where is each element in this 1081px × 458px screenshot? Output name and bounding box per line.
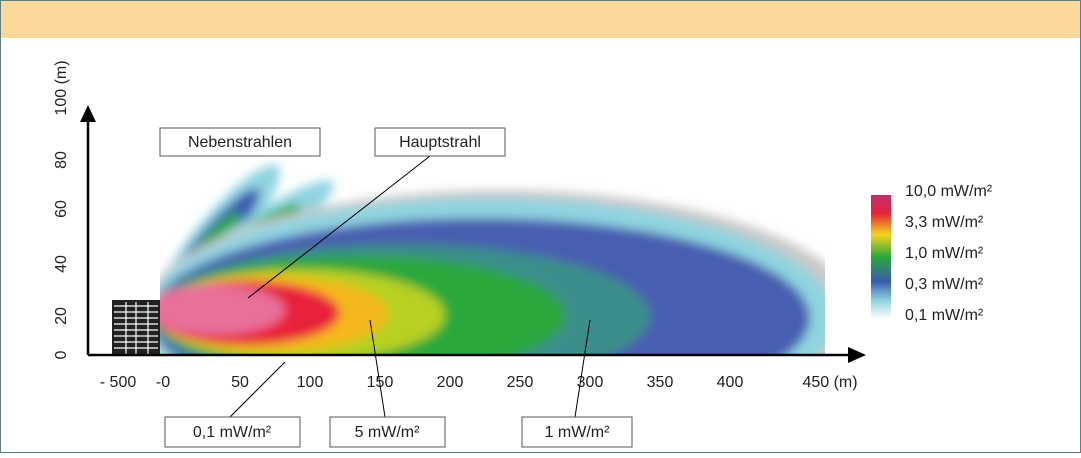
y-tick-label: 100 (m) [53,60,70,115]
y-ticks: 0 20 40 60 80 100 (m) [53,60,70,359]
x-tick-label: 50 [231,374,249,391]
callout: Hauptstrahl [399,134,481,151]
callout: 0,1 mW/m² [193,424,272,441]
legend-label: 10,0 mW/m² [905,183,993,200]
x-tick-label: 100 [297,374,324,391]
y-tick-label: 0 [53,350,70,359]
y-tick-label: 60 [53,200,70,218]
legend-label: 3,3 mW/m² [905,214,984,231]
legend-label: 0,3 mW/m² [905,276,984,293]
callout: 1 mW/m² [545,424,611,441]
legend-bar [871,195,891,319]
legend-label: 1,0 mW/m² [905,245,984,262]
x-tick-label: 250 [507,374,534,391]
building [112,300,160,355]
header-band [1,1,1080,38]
diagram: 020406080100 (m) - 500-05010015020025030… [0,0,1081,453]
callout: Nebenstrahlen [188,134,292,151]
callout: 5 mW/m² [355,424,421,441]
x-tick-label: 350 [647,374,674,391]
x-tick-label: 400 [717,374,744,391]
y-tick-label: 80 [53,151,70,169]
x-tick-label: -0 [156,374,170,391]
legend-label: 0,1 mW/m² [905,307,984,324]
x-tick-label: - 500 [100,374,137,391]
y-tick-label: 20 [53,307,70,325]
x-tick-label: 200 [437,374,464,391]
x-tick-label: 450 (m) [802,374,857,391]
y-tick-label: 40 [53,255,70,273]
